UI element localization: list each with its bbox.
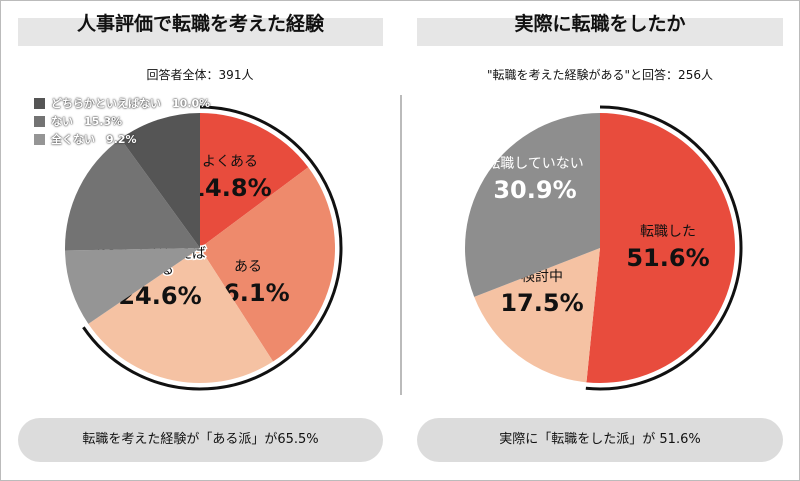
slice-label: 転職した [640, 224, 696, 240]
pie-slice [465, 113, 600, 297]
legend-item: ない 15.3% [34, 113, 122, 129]
legend-item: どちらかといえばない 10.0% [34, 95, 210, 111]
legend-label: どちらかといえばない 10.0% [51, 97, 211, 110]
divider [400, 95, 402, 395]
pie-slice [200, 113, 309, 248]
slice-value: 51.6% [626, 244, 709, 272]
highlight-arc [585, 105, 743, 391]
legend-swatch [34, 115, 45, 127]
pie-slice [200, 167, 335, 362]
legend-item: 全くない 9.2% [34, 131, 137, 147]
slice-label: 転職していない [486, 156, 584, 172]
legend-swatch [34, 133, 45, 145]
slice-label: よくある [202, 154, 258, 170]
slice-value: 30.9% [493, 176, 576, 204]
pie-slice [65, 248, 200, 324]
left-title: 人事評価で転職を考えた経験 [18, 15, 383, 46]
pie-slice [65, 138, 200, 251]
legend-swatch [34, 97, 45, 109]
slice-value: 17.5% [500, 289, 583, 317]
pie-slice [586, 113, 736, 384]
pie-slice [88, 248, 274, 383]
legend-label: 全くない 9.2% [51, 133, 137, 146]
highlight-arc [82, 105, 343, 391]
legend-label: ない 15.3% [51, 115, 123, 128]
pie-slice [120, 113, 200, 248]
slice-value: 14.8% [188, 174, 271, 202]
right-title: 実際に転職をしたか [417, 15, 783, 46]
right-subtitle: "転職を考えた経験がある"と回答：256人 [487, 68, 713, 82]
slice-label: ある [234, 259, 262, 275]
left-summary: 転職を考えた経験が「ある派」が65.5% [18, 418, 383, 462]
left-subtitle: 回答者全体：391人 [146, 68, 254, 82]
right-summary: 実際に「転職をした派」が 51.6% [417, 418, 783, 462]
pie-slice [474, 248, 600, 383]
